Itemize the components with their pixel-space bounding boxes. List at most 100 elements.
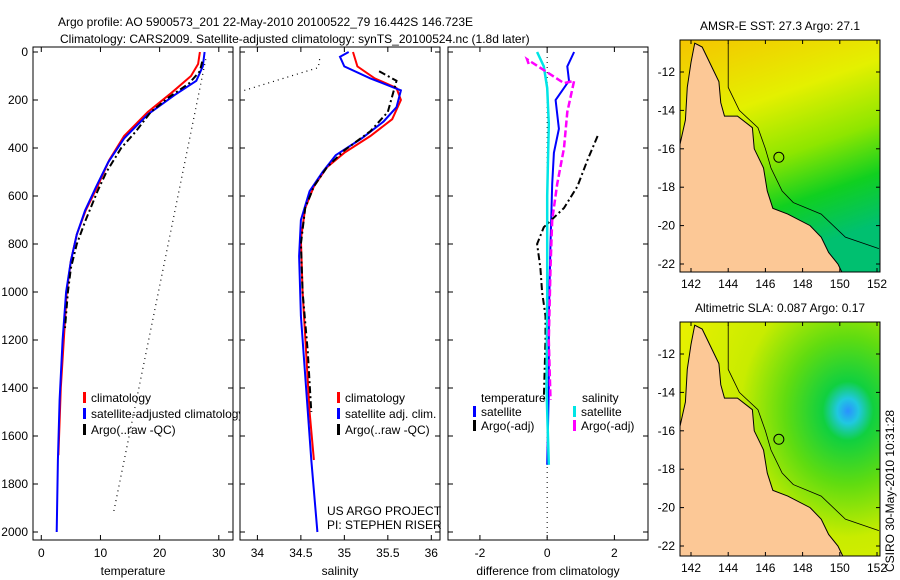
map-lon-label: 152 [867, 561, 887, 575]
series-group [524, 51, 599, 465]
legend-label: climatology [91, 391, 151, 405]
x-axis-label: difference from climatology [476, 564, 619, 578]
map-sla: Altimetric SLA: 0.087 Argo: 0.17 142 144 14… [658, 301, 888, 575]
map-lat-label: -20 [658, 501, 676, 515]
title-line-1: Argo profile: AO 5900573_201 22-May-2010… [58, 15, 473, 29]
legend-label: Argo(..raw -QC) [345, 423, 430, 437]
map-title: AMSR-E SST: 27.3 Argo: 27.1 [700, 19, 860, 33]
legend-swatch [573, 406, 576, 417]
map-lat-label: -14 [658, 385, 676, 399]
series-argo-raw-qc- [299, 70, 398, 413]
panel-sal: 34 34.5 35 35.5 36 salinity climatology satelli… [239, 46, 442, 578]
map-lat-label: -20 [658, 219, 676, 233]
map-lat-label: -16 [658, 142, 676, 156]
x-tick-label: 10 [94, 546, 108, 560]
map-title: Altimetric SLA: 0.087 Argo: 0.17 [695, 301, 865, 315]
map-panels: AMSR-E SST: 27.3 Argo: 27.1 142 144 146 148 1… [658, 19, 888, 575]
title-line-2: Climatology: CARS2009. Satellite-adjuste… [60, 32, 530, 46]
plot-frame [239, 46, 441, 541]
y-tick-label: 1000 [1, 285, 28, 299]
y-tick-label: 1600 [1, 429, 28, 443]
series-group [55, 51, 207, 533]
map-lat-label: -18 [658, 462, 676, 476]
map-lat-label: -22 [658, 257, 676, 271]
legend-title-salinity: salinity [582, 391, 619, 405]
x-tick-label: 20 [153, 546, 167, 560]
legend-label: satellite-adjusted climatology [91, 407, 244, 421]
map-lon-label: 148 [793, 561, 813, 575]
x-axis-label: salinity [322, 564, 359, 578]
legend-label: climatology [345, 391, 405, 405]
land-mass [680, 42, 843, 272]
legend-swatch [83, 408, 86, 419]
map-content [680, 322, 880, 556]
x-axis-label: temperature [101, 564, 166, 578]
footer-stamp: CSIRO 30-May-2010 10:31:28 [883, 410, 897, 572]
map-lat-label: -12 [658, 347, 676, 361]
y-tick-label: 1200 [1, 333, 28, 347]
legend-swatch [337, 392, 340, 403]
y-tick-label: 800 [8, 237, 28, 251]
panel-temp: 0 10 20 30 temperature 0 200 400 600 800 1000 1200 1… [1, 45, 244, 578]
annotation-text: US ARGO PROJECT [327, 504, 442, 518]
y-tick-label: 0 [21, 45, 28, 59]
x-tick-label: 0 [544, 546, 551, 560]
legend-swatch [573, 420, 576, 431]
legend-swatch [83, 392, 86, 403]
map-lon-label: 152 [867, 277, 887, 291]
series-group [244, 51, 403, 533]
legend: temperature salinitysatelliteArgo(-adj)sa… [473, 391, 634, 433]
x-tick-label: 34.5 [289, 546, 313, 560]
series-satellite-adj-clim- [298, 51, 403, 533]
legend-title-temperature: temperature [481, 391, 546, 405]
map-lon-label: 150 [830, 277, 850, 291]
legend: climatology satellite-adjusted climatolog… [83, 391, 244, 437]
land-mass [680, 324, 844, 556]
argo-float-marker [773, 151, 785, 163]
legend: climatology satellite adj. clim. Argo(..ra… [337, 391, 436, 437]
legend-label: satellite adj. clim. [345, 407, 436, 421]
x-tick-label: 34 [251, 546, 265, 560]
y-tick-label: 1800 [1, 477, 28, 491]
y-tick-label: 2000 [1, 525, 28, 539]
map-lon-label: 144 [718, 277, 738, 291]
legend-swatch [337, 424, 340, 435]
map-lon-label: 146 [755, 277, 775, 291]
map-lat-label: -14 [658, 103, 676, 117]
series-satellite-adjusted-climatology [55, 51, 206, 533]
x-tick-label: 35.5 [376, 546, 400, 560]
map-sst: AMSR-E SST: 27.3 Argo: 27.1 142 144 146 148 1… [658, 19, 888, 291]
legend-label: satellite [581, 405, 622, 419]
y-tick-label: 200 [8, 93, 28, 107]
annotation-text: PI: STEPHEN RISER [327, 518, 442, 532]
shelf-contour [727, 43, 879, 250]
legend-swatch [473, 406, 476, 417]
shelf-contour [727, 325, 879, 532]
x-tick-label: 2 [611, 546, 618, 560]
series-salinity-argo-adj- [524, 56, 576, 401]
map-lat-label: -16 [658, 424, 676, 438]
legend-label: satellite [481, 405, 522, 419]
legend-label: Argo(-adj) [581, 419, 634, 433]
legend-swatch [337, 408, 340, 419]
legend-label: Argo(..raw -QC) [91, 423, 176, 437]
x-tick-label: 30 [212, 546, 226, 560]
map-frame [679, 321, 881, 557]
map-lon-label: 146 [755, 561, 775, 575]
series-argo-raw [112, 59, 207, 513]
profile-panels: 0 10 20 30temperature0200400600800100012001… [1, 45, 649, 578]
argo-float-marker [773, 433, 785, 445]
map-lon-label: 148 [793, 277, 813, 291]
map-lat-label: -22 [658, 539, 676, 553]
series-temperature-argo-adj- [536, 135, 599, 401]
x-tick-label: 0 [38, 546, 45, 560]
map-lon-label: 144 [718, 561, 738, 575]
map-frame [679, 39, 881, 273]
plot-frame [32, 46, 234, 541]
x-tick-label: -2 [475, 546, 486, 560]
map-lon-label: 150 [830, 561, 850, 575]
map-lon-label: 142 [681, 277, 701, 291]
map-lat-label: -18 [658, 180, 676, 194]
